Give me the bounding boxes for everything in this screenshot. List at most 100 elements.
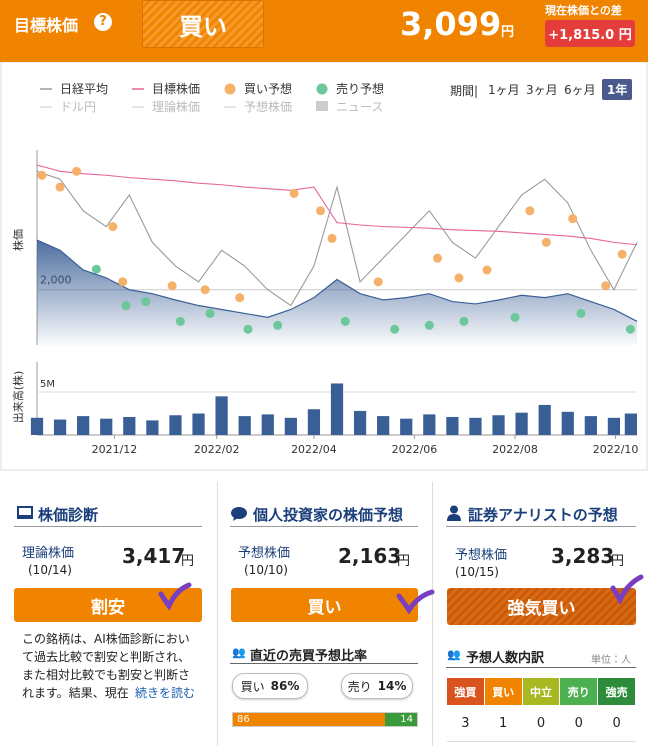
- price: 3,283: [551, 544, 615, 568]
- forecast-dot: [454, 273, 464, 283]
- volume-bar: [53, 419, 67, 435]
- price-unit: 円: [181, 554, 195, 569]
- forecast-dot: [175, 316, 185, 326]
- legend-item-inactive: ニュース: [316, 100, 383, 114]
- volume-bar: [400, 418, 413, 435]
- table-value: 0: [597, 705, 636, 742]
- volume-bar: [561, 411, 574, 435]
- volume-bar: [423, 414, 436, 435]
- forecast-dot: [625, 324, 635, 334]
- help-icon[interactable]: ?: [94, 13, 112, 31]
- buy-label: 買い: [240, 679, 265, 694]
- forecast-dot: [91, 264, 101, 274]
- period-option[interactable]: 3ヶ月: [526, 83, 558, 97]
- rating-button: 強気買い: [447, 588, 636, 625]
- period-option[interactable]: 6ヶ月: [564, 83, 596, 97]
- forecast-dot: [459, 316, 469, 326]
- forecast-dot: [568, 214, 578, 224]
- buy-pill: 買い 86%: [232, 673, 308, 699]
- forecast-dot: [55, 182, 65, 192]
- volume-bar: [215, 396, 228, 435]
- sell-label: 売り: [347, 679, 372, 694]
- diff-value: +1,815.0 円: [545, 20, 635, 47]
- table-value: 3: [446, 705, 485, 742]
- volume-bar: [146, 420, 159, 435]
- divider: [217, 482, 218, 746]
- forecast-dot: [390, 324, 400, 334]
- forecast-dot: [141, 297, 151, 307]
- forecast-dot: [167, 281, 177, 291]
- header: 目標株価 ? 買い 3,099 円 現在株価との差 +1,815.0 円: [0, 0, 648, 62]
- volume-bar: [169, 415, 182, 435]
- read-more[interactable]: 続きを読む: [132, 684, 196, 701]
- legend-label: 売り予想: [336, 81, 384, 96]
- card-title: 個人投資家の株価予想: [253, 506, 404, 524]
- forecast-dot: [327, 233, 337, 243]
- sell-percent: 14%: [377, 679, 407, 693]
- people-icon: 👥: [232, 646, 246, 659]
- table-header: 中立: [521, 677, 561, 706]
- volume-bar: [377, 416, 390, 435]
- forecast-dot: [433, 253, 443, 263]
- price: 2,163: [338, 544, 402, 568]
- volume-bar: [538, 404, 551, 435]
- stock-chart: 株価2,000日経平均目標株価買い予想売り予想ドル円理論株価予想株価ニュース出来…: [0, 62, 648, 471]
- volume-bar: [607, 417, 621, 435]
- volume-bar: [30, 417, 44, 435]
- forecast-dot: [273, 320, 283, 330]
- buy-percent: 86%: [270, 679, 300, 693]
- check-mark: [158, 582, 192, 610]
- price-date: (10/10): [244, 563, 288, 577]
- description: この銘柄は、AI株価診断において過去比較で割安と判断され、また相対比較でも割安と…: [22, 630, 200, 702]
- people-icon: 👥: [447, 648, 461, 661]
- x-tick-label: 2022/06: [392, 443, 438, 456]
- sell-pill: 売り 14%: [341, 673, 413, 699]
- check-mark: [610, 574, 644, 604]
- volume-bar: [515, 412, 528, 435]
- price-unit: 円: [611, 554, 625, 569]
- series-line: [36, 170, 638, 307]
- forecast-dot: [108, 222, 118, 232]
- table-header: 強売: [597, 677, 636, 706]
- volume-bar: [584, 416, 597, 435]
- rating-badge: 買い: [142, 0, 264, 48]
- legend-label: ドル円: [60, 100, 96, 114]
- pc-icon: [17, 506, 33, 519]
- legend-item: 買い予想: [224, 81, 292, 96]
- forecast-dot: [118, 277, 128, 287]
- breakdown-title: 予想人数内訳: [466, 651, 545, 666]
- legend-label: 日経平均: [60, 82, 108, 96]
- legend-marker: [316, 83, 328, 95]
- diff-label: 現在株価との差: [545, 4, 622, 17]
- forecast-dot: [200, 285, 210, 295]
- volume-bar: [77, 416, 90, 435]
- price-area: [37, 240, 637, 345]
- underline: [230, 663, 418, 664]
- volume-bar: [123, 416, 136, 435]
- x-tick-label: 2022/08: [492, 443, 538, 456]
- period-option[interactable]: 1年: [602, 79, 633, 100]
- legend-label: 予想株価: [244, 99, 292, 114]
- period-label: 期間|: [450, 84, 479, 98]
- header-title: 目標株価: [14, 16, 79, 35]
- price-date: (10/14): [28, 563, 72, 577]
- volume-bar: [353, 410, 367, 435]
- price-date: (10/15): [455, 565, 499, 579]
- x-tick-label: 2021/12: [92, 443, 138, 456]
- forecast-dot: [601, 281, 611, 291]
- forecast-dot: [72, 166, 82, 176]
- forecast-dot: [510, 312, 520, 322]
- forecast-dot: [617, 249, 627, 259]
- table-header: 強買: [446, 677, 485, 706]
- table-value: 0: [522, 705, 560, 742]
- y-tick-label: 5M: [40, 379, 55, 390]
- volume-bar: [284, 417, 297, 435]
- underline: [14, 526, 202, 527]
- legend-marker: [316, 101, 328, 111]
- legend-label: 買い予想: [244, 81, 292, 96]
- price-unit: 円: [397, 554, 411, 569]
- check-mark: [396, 589, 435, 614]
- forecast-dot: [525, 206, 535, 216]
- period-option[interactable]: 1ヶ月: [488, 83, 520, 97]
